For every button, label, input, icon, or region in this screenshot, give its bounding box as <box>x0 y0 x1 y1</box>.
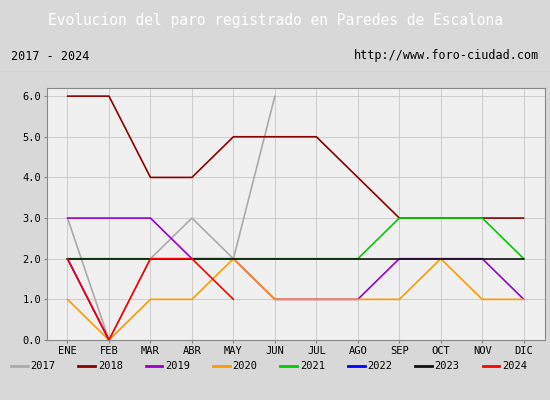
Text: 2017: 2017 <box>30 361 56 371</box>
Text: 2022: 2022 <box>367 361 392 371</box>
Text: 2023: 2023 <box>434 361 460 371</box>
Text: http://www.foro-ciudad.com: http://www.foro-ciudad.com <box>354 50 539 62</box>
Text: 2021: 2021 <box>300 361 325 371</box>
Text: 2020: 2020 <box>233 361 257 371</box>
Text: 2024: 2024 <box>502 361 527 371</box>
Text: Evolucion del paro registrado en Paredes de Escalona: Evolucion del paro registrado en Paredes… <box>47 12 503 28</box>
Text: 2017 - 2024: 2017 - 2024 <box>11 50 89 62</box>
Text: 2019: 2019 <box>165 361 190 371</box>
Text: 2018: 2018 <box>98 361 123 371</box>
